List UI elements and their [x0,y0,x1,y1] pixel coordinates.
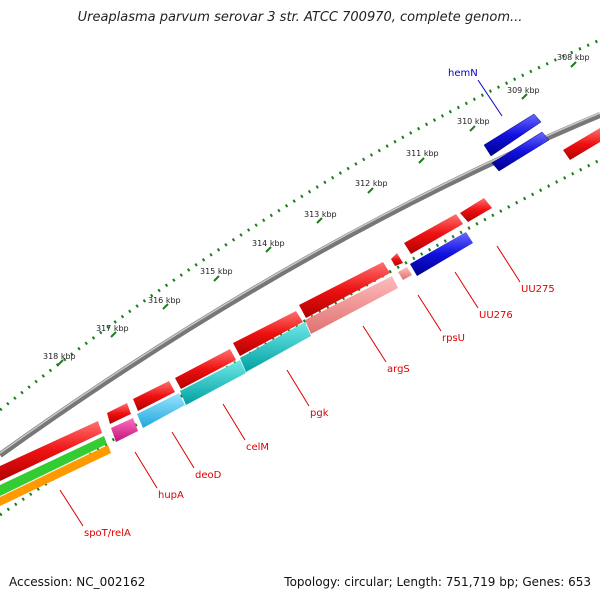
cds-track-upper [0,198,492,481]
tick-marks [57,61,577,366]
gene-hupA-red-feature[interactable] [107,403,131,424]
tick-label: 308 kbp [557,53,590,62]
gene-label-hemN[interactable]: hemN [448,68,478,79]
gene-pgk-red-feature[interactable] [233,311,303,356]
tick-label: 310 kbp [457,117,490,126]
tick-label: 313 kbp [304,210,337,219]
tick-label: 315 kbp [200,267,233,276]
scale-dotted-track-outer [0,38,600,412]
gene-label-argS[interactable]: argS [387,364,410,375]
tick-label: 314 kbp [252,239,285,248]
tick-label: 312 kbp [355,179,388,188]
gene-spoT-red-feature[interactable] [0,421,102,481]
gene-deoD-feature[interactable] [137,393,185,428]
gene-label-deoD[interactable]: deoD [195,470,222,481]
gene-small-red[interactable] [391,253,403,266]
tick-label: 318 kbp [43,352,76,361]
gene-spoT-feature[interactable] [0,445,111,506]
tick-label: 309 kbp [507,86,540,95]
gene-label-UU276[interactable]: UU276 [479,310,513,321]
genome-backbone [0,112,600,458]
scale-ticks: 308 kbp 309 kbp 310 kbp 311 kbp 312 kbp … [43,53,590,361]
gene-UU275-feature[interactable] [460,198,492,222]
gene-pgk-feature[interactable] [240,322,311,372]
gene-red-feature-edge[interactable] [563,128,600,160]
cds-track-lower [0,232,473,506]
gene-argS-feature[interactable] [305,276,398,334]
gene-label-hupA[interactable]: hupA [158,490,184,501]
genome-summary: Topology: circular; Length: 751,719 bp; … [284,575,591,589]
gene-rpsU-feature[interactable] [398,267,412,280]
gene-label-rpsU[interactable]: rpsU [442,333,465,344]
gene-blue-feature-2[interactable] [491,131,550,172]
tick-label: 316 kbp [148,296,181,305]
gene-hupA-feature[interactable] [111,418,138,442]
gene-UU276-feature[interactable] [410,232,473,276]
label-leaders [59,79,521,527]
gene-spoT-green-feature[interactable] [0,436,107,496]
gene-label-celM[interactable]: celM [246,442,269,453]
gene-celM-feature[interactable] [180,360,246,405]
gene-hemN-feature[interactable] [483,113,542,157]
tick-label: 317 kbp [96,324,129,333]
gene-label-UU275[interactable]: UU275 [521,284,555,295]
gene-celM-red-feature[interactable] [175,349,236,389]
gene-argS-red-feature[interactable] [299,262,390,318]
gene-deoD-red-feature[interactable] [133,381,175,411]
gene-label-pgk[interactable]: pgk [310,408,329,419]
accession-label: Accession: NC_002162 [9,575,146,589]
gene-label-spoT[interactable]: spoT/relA [84,528,131,539]
map-title: Ureaplasma parvum serovar 3 str. ATCC 70… [77,10,523,25]
gene-UU276-red-feature[interactable] [404,214,463,254]
tick-label: 311 kbp [406,149,439,158]
